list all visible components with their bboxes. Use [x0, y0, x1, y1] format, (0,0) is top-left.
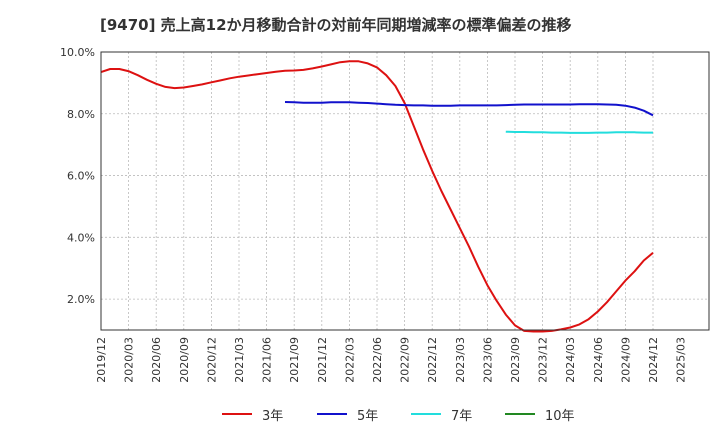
y-tick-label: 4.0%	[67, 231, 95, 244]
legend-swatch-7yr	[411, 413, 441, 415]
y-tick-label: 2.0%	[67, 293, 95, 306]
legend-item-10yr: 10年	[505, 402, 575, 426]
chart-title: [9470] 売上高12か月移動合計の対前年同期増減率の標準偏差の推移	[100, 16, 572, 34]
legend-item-7yr: 7年	[411, 402, 472, 426]
x-axis: 2019/12 2020/03 2020/06 2020/09 2020/12 2021/…	[95, 337, 688, 383]
series-line-3	[505, 130, 653, 134]
legend: 3年 5年 7年 10年	[0, 402, 720, 426]
x-tick-label: 2022/03	[343, 337, 356, 383]
x-tick-label: 2021/12	[316, 337, 329, 383]
x-tick-label: 2023/06	[481, 337, 494, 383]
x-tick-label: 2022/06	[371, 337, 384, 383]
legend-swatch-5yr	[317, 413, 347, 415]
legend-label-7yr: 7年	[451, 408, 473, 424]
plot-background	[101, 52, 709, 330]
x-tick-label: 2020/06	[150, 337, 163, 383]
series-line-1	[100, 60, 654, 333]
x-tick-label: 2019/12	[95, 337, 108, 383]
plot-frame	[100, 51, 710, 331]
series-layer	[100, 60, 654, 333]
legend-swatch-10yr	[505, 413, 535, 415]
legend-swatch-3yr	[222, 413, 252, 415]
x-tick-label: 2021/03	[233, 337, 246, 383]
y-tick-label: 8.0%	[67, 108, 95, 121]
legend-item-3yr: 3年	[222, 402, 283, 426]
y-tick-label: 10.0%	[60, 46, 95, 59]
x-tick-label: 2023/03	[454, 337, 467, 383]
series-line-2	[284, 101, 654, 117]
x-tick-label: 2021/06	[261, 337, 274, 383]
x-tick-label: 2020/12	[205, 337, 218, 383]
x-tick-label: 2024/09	[619, 337, 632, 383]
x-tick-label: 2023/09	[509, 337, 522, 383]
legend-label-5yr: 5年	[357, 408, 379, 424]
x-tick-label: 2020/09	[178, 337, 191, 383]
x-tick-label: 2024/03	[564, 337, 577, 383]
x-tick-label: 2023/12	[537, 337, 550, 383]
x-tick-label: 2025/03	[675, 337, 688, 383]
x-tick-label: 2024/06	[592, 337, 605, 383]
x-tick-label: 2021/09	[288, 337, 301, 383]
legend-label-3yr: 3年	[262, 408, 284, 424]
x-tick-label: 2020/03	[123, 337, 136, 383]
grid-layer	[101, 52, 709, 330]
x-tick-label: 2022/12	[426, 337, 439, 383]
y-axis: 2.0% 4.0% 6.0% 8.0% 10.0%	[60, 46, 95, 306]
x-tick-label: 2022/09	[399, 337, 412, 383]
x-tick-label: 2024/12	[647, 337, 660, 383]
y-tick-label: 6.0%	[67, 170, 95, 183]
legend-item-5yr: 5年	[317, 402, 378, 426]
legend-label-10yr: 10年	[545, 408, 575, 424]
